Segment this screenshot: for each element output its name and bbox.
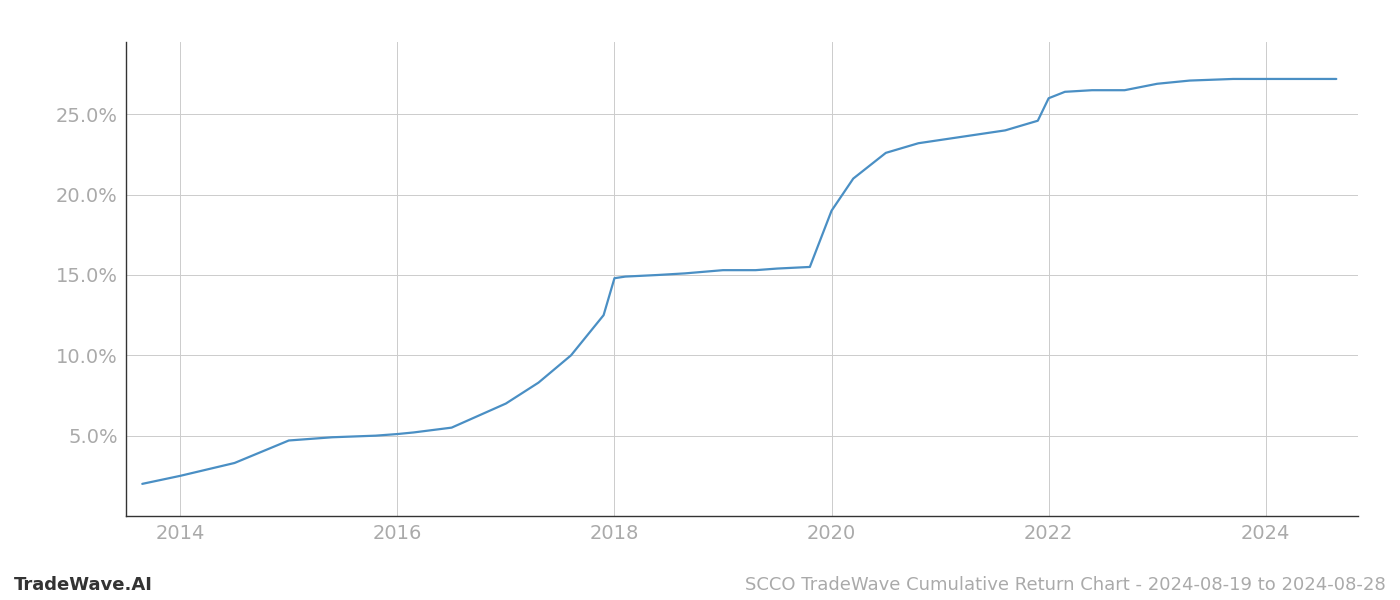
Text: SCCO TradeWave Cumulative Return Chart - 2024-08-19 to 2024-08-28: SCCO TradeWave Cumulative Return Chart -…	[745, 576, 1386, 594]
Text: TradeWave.AI: TradeWave.AI	[14, 576, 153, 594]
